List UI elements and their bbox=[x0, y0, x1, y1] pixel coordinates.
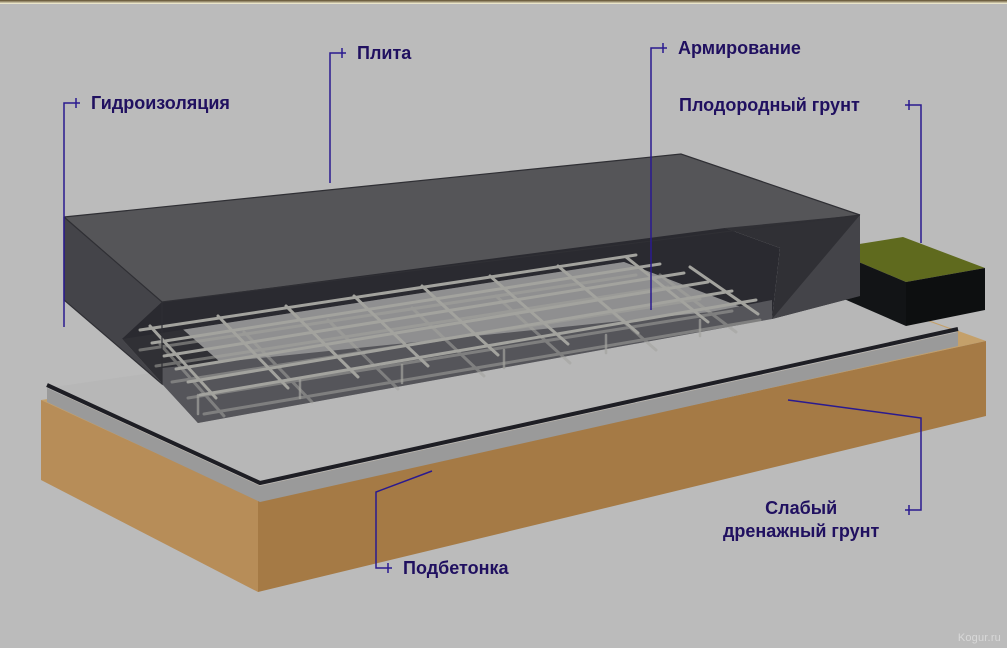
label-podbeton: Подбетонка bbox=[403, 557, 508, 580]
label-fertile: Плодородный грунт bbox=[679, 94, 860, 117]
label-soil: Слабый дренажный грунт bbox=[723, 497, 879, 542]
label-arm: Армирование bbox=[678, 37, 801, 60]
label-hydro: Гидроизоляция bbox=[91, 92, 230, 115]
watermark: Kogur.ru bbox=[958, 632, 1001, 644]
label-plate: Плита bbox=[357, 42, 411, 65]
page-top-border bbox=[0, 0, 1007, 4]
